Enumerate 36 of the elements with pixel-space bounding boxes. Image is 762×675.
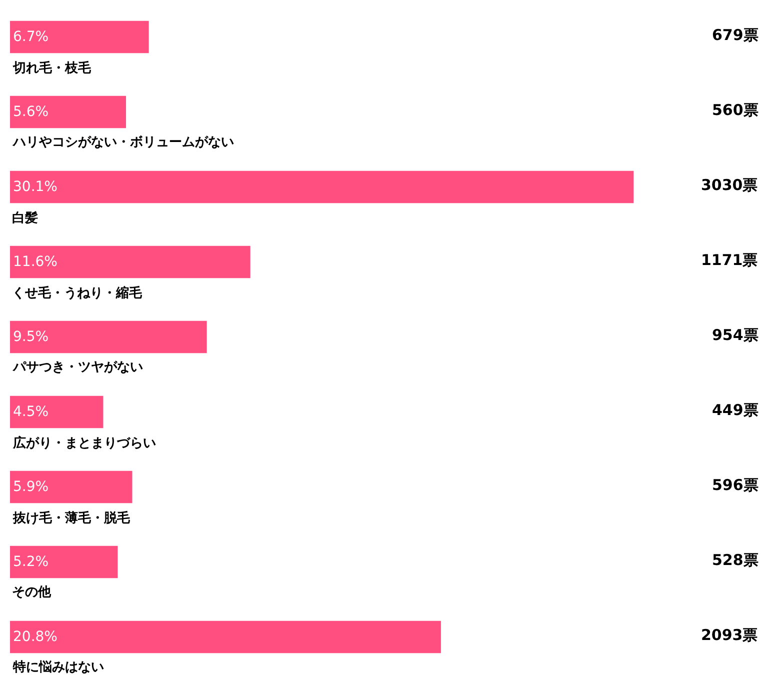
data-label: 5.9% xyxy=(13,478,49,495)
annotation: 1171票 xyxy=(701,251,758,269)
bar xyxy=(10,470,132,504)
bar xyxy=(10,320,207,354)
annotation: 3030票 xyxy=(701,176,758,194)
y-tick-label: くせ毛・うねり・縮毛 xyxy=(12,285,143,301)
annotation: 528票 xyxy=(712,551,758,569)
bar xyxy=(10,396,104,428)
y-tick-label: 抜け毛・薄毛・脱毛 xyxy=(12,510,131,526)
y-tick-label: 白髪 xyxy=(12,210,38,226)
annotation: 954票 xyxy=(712,326,758,344)
y-tick-label: その他 xyxy=(12,585,52,600)
bar xyxy=(10,246,250,278)
data-label: 30.1% xyxy=(13,178,58,195)
y-tick-label: 広がり・まとまりづらい xyxy=(12,435,156,451)
data-label: 11.6% xyxy=(13,254,58,270)
y-tick-label: パサつき・ツヤがない xyxy=(12,360,143,375)
y-tick-label: ハリやコシがない・ボリュームがない xyxy=(12,135,234,150)
y-tick-label: 特に悩みはない xyxy=(12,660,104,675)
bar xyxy=(10,96,126,128)
annotation: 560票 xyxy=(712,101,758,119)
annotation: 2093票 xyxy=(701,626,758,644)
data-label: 5.6% xyxy=(13,104,49,120)
data-label: 6.7% xyxy=(13,28,49,45)
annotation: 679票 xyxy=(712,26,758,44)
bar xyxy=(10,546,118,578)
annotation: 449票 xyxy=(712,401,758,419)
data-label: 9.5% xyxy=(13,328,49,345)
y-tick-label: 切れ毛・枝毛 xyxy=(12,60,92,76)
bar xyxy=(10,620,441,654)
annotation: 596票 xyxy=(712,476,758,494)
data-label: 5.2% xyxy=(13,554,49,570)
data-label: 4.5% xyxy=(13,404,49,420)
bar xyxy=(10,20,149,54)
bar xyxy=(10,170,634,204)
data-label: 20.8% xyxy=(13,628,58,645)
